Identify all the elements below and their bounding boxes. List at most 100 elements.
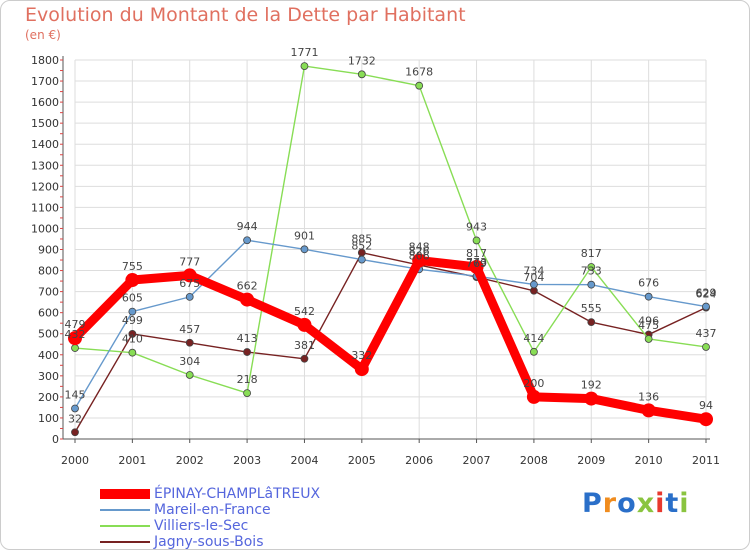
logo-letter: P — [582, 488, 603, 519]
y-tick-label: 1800 — [31, 54, 59, 67]
legend-label: ÉPINAY-CHAMPLâTREUX — [154, 486, 321, 502]
data-label: 496 — [638, 315, 659, 328]
data-label: 806 — [409, 249, 430, 262]
chart-subtitle: (en €) — [25, 28, 61, 42]
data-label: 410 — [122, 333, 143, 346]
y-tick-label: 1700 — [31, 75, 59, 88]
data-point — [354, 362, 369, 377]
legend-swatch — [100, 509, 150, 511]
y-tick-label: 100 — [38, 412, 59, 425]
x-tick-label: 2001 — [118, 454, 146, 467]
data-label: 943 — [466, 220, 487, 233]
legend-swatch — [100, 525, 150, 527]
data-label: 437 — [696, 327, 717, 340]
data-label: 94 — [699, 399, 713, 412]
data-label: 755 — [122, 260, 143, 273]
data-point — [128, 307, 137, 316]
x-tick-label: 2003 — [233, 454, 261, 467]
axes: 0 100 200 300 400 500 600 700 800 900 1000 1100 1200… — [31, 54, 720, 467]
data-label: 413 — [237, 332, 258, 345]
data-point — [644, 292, 653, 301]
x-tick-label: 2008 — [520, 454, 548, 467]
y-tick-label: 200 — [38, 391, 59, 404]
data-point — [125, 273, 140, 288]
x-tick-label: 2002 — [176, 454, 204, 467]
data-label: 414 — [523, 332, 544, 345]
grid — [74, 59, 707, 440]
x-tick-label: 2011 — [692, 454, 720, 467]
data-point — [702, 302, 710, 311]
data-point — [71, 344, 79, 352]
data-point — [243, 236, 251, 245]
data-point — [412, 253, 427, 268]
y-tick-label: 0 — [52, 433, 59, 446]
data-point — [243, 348, 251, 356]
data-point — [530, 280, 538, 289]
y-tick-label: 600 — [38, 307, 59, 320]
data-point — [587, 318, 596, 327]
data-label: 475 — [638, 319, 659, 332]
y-tick-label: 400 — [38, 349, 59, 362]
y-tick-label: 800 — [38, 265, 59, 278]
data-label: 192 — [581, 379, 602, 392]
data-point — [71, 428, 79, 437]
y-tick-label: 900 — [38, 244, 59, 257]
data-label: 769 — [466, 257, 487, 270]
series-line-0 — [70, 255, 711, 424]
data-label: 944 — [237, 220, 258, 233]
y-tick-label: 1200 — [31, 180, 59, 193]
data-point — [297, 317, 312, 332]
data-point — [415, 81, 424, 90]
data-label: 901 — [294, 229, 315, 242]
logo-letter: o — [617, 488, 637, 519]
data-labels: 479 755 777 662 542 332 848 817 200 192 136 94 145 60… — [65, 46, 717, 425]
data-label: 629 — [696, 287, 717, 300]
logo-letter: x — [636, 488, 656, 519]
series-line-3 — [74, 251, 707, 433]
logo-letter: i — [655, 488, 666, 519]
data-point — [68, 331, 82, 346]
data-label: 1771 — [290, 46, 318, 59]
legend-swatch — [100, 489, 150, 499]
data-label: 773 — [466, 256, 487, 269]
data-point — [587, 263, 596, 271]
x-tick-label: 2007 — [463, 454, 491, 467]
data-point — [702, 343, 710, 351]
data-label: 605 — [122, 292, 143, 305]
logo-letter: i — [679, 488, 690, 519]
data-point — [128, 348, 137, 357]
data-point — [71, 404, 79, 413]
data-point — [300, 62, 309, 71]
data-point — [240, 292, 255, 307]
data-point — [182, 268, 197, 283]
series-layer — [68, 62, 713, 437]
data-label: 826 — [409, 245, 430, 258]
data-label: 381 — [294, 339, 315, 352]
data-label: 136 — [638, 390, 659, 403]
data-point — [357, 70, 366, 79]
logo-letter: r — [602, 488, 618, 519]
data-point — [644, 335, 653, 343]
y-tick-label: 500 — [38, 328, 59, 341]
y-tick-label: 1400 — [31, 138, 59, 151]
data-point — [472, 236, 481, 245]
legend-label: Mareil-en-France — [154, 502, 271, 518]
data-label: 200 — [523, 377, 544, 390]
data-label: 457 — [179, 323, 200, 336]
x-tick-label: 2000 — [61, 454, 89, 467]
data-point — [469, 259, 484, 274]
series-line-2 — [74, 65, 707, 394]
proxiti-logo: Proxiti — [582, 488, 690, 519]
series-line-1 — [74, 239, 707, 410]
y-tick-label: 1100 — [31, 201, 59, 214]
data-point — [300, 245, 309, 254]
data-label: 1678 — [405, 66, 433, 79]
data-label: 676 — [638, 277, 659, 290]
x-tick-label: 2010 — [635, 454, 663, 467]
data-label: 817 — [466, 247, 487, 260]
data-label: 1732 — [348, 54, 376, 67]
data-label: 499 — [122, 314, 143, 327]
data-label: 817 — [581, 247, 602, 260]
